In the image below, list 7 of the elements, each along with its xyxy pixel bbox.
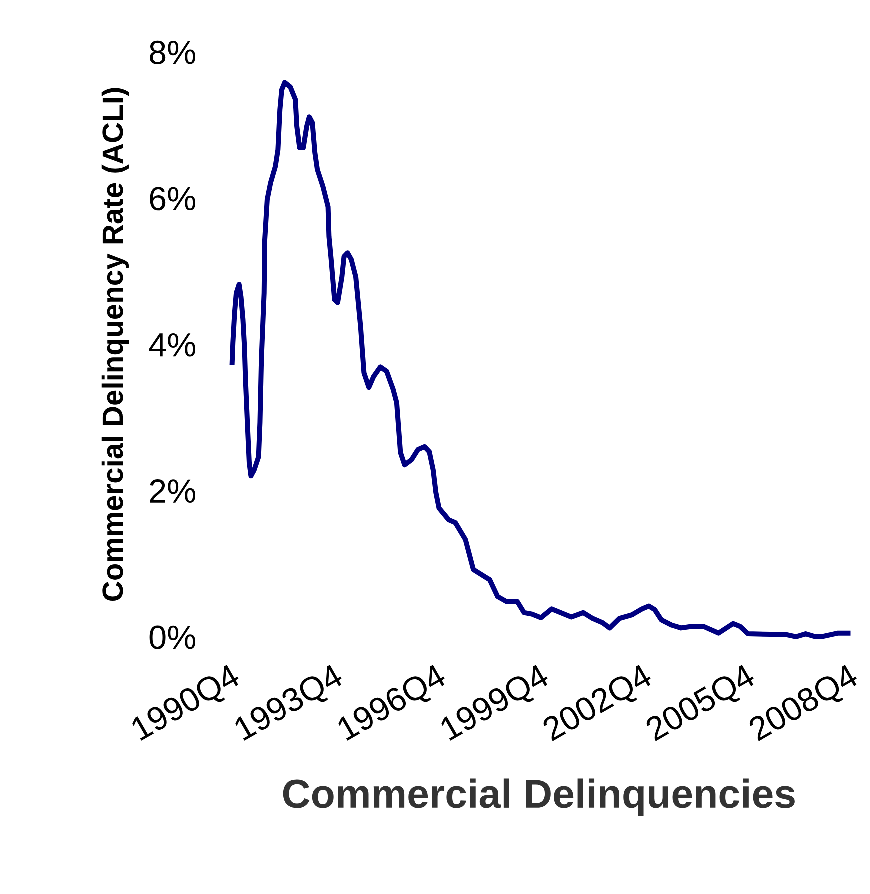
y-tick-label: 0% — [150, 626, 196, 650]
y-tick-label: 8% — [150, 40, 196, 64]
y-tick-label: 4% — [149, 333, 196, 357]
y-axis-title: Commercial Delinquency Rate (ACLI) — [102, 88, 130, 601]
x-axis-title: Commercial Delinquencies — [283, 778, 795, 816]
y-tick-label: 6% — [150, 187, 196, 211]
y-tick-label: 2% — [150, 480, 196, 504]
